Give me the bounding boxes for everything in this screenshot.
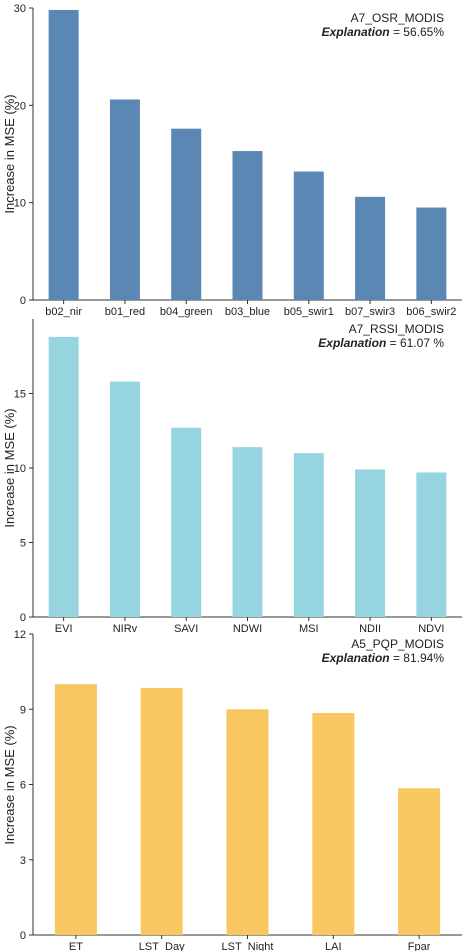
bar-evi <box>48 336 79 617</box>
x-tick-label: b05_swir1 <box>284 306 334 318</box>
explanation-value: = 56.65% <box>390 25 445 39</box>
explanation-value: = 61.07 % <box>386 336 444 350</box>
y-tick-label: 0 <box>20 930 26 942</box>
y-tick-label: 5 <box>20 538 26 550</box>
x-tick-label: NDVI <box>418 623 444 635</box>
y-axis-label: Increase in MSE (%) <box>2 725 17 844</box>
bar-b05-swir1 <box>293 171 324 300</box>
bar-msi <box>293 453 324 617</box>
y-tick-label: 0 <box>20 612 26 624</box>
bar-b04-green <box>171 128 202 300</box>
y-tick-label: 3 <box>20 855 26 867</box>
y-tick-label: 20 <box>14 100 26 112</box>
x-tick-label: MSI <box>299 623 319 635</box>
bar-b03-blue <box>232 151 263 300</box>
explanation-label: Explanation <box>322 651 390 665</box>
bar-savi <box>171 427 202 617</box>
y-tick-label: 10 <box>14 463 26 475</box>
y-tick-label: 30 <box>14 3 26 15</box>
x-tick-label: NDWI <box>233 623 262 635</box>
bar-fpar <box>398 788 441 935</box>
bar-lst-night <box>226 709 269 935</box>
bar-b07-swir3 <box>355 196 386 300</box>
x-tick-label: b06_swir2 <box>406 306 456 318</box>
x-tick-label: LST_Day <box>139 941 185 951</box>
y-axis-label: Increase in MSE (%) <box>2 94 17 213</box>
bar-ndwi <box>232 447 263 617</box>
explanation-text: Explanation = 81.94% <box>322 651 445 665</box>
y-tick-label: 9 <box>20 704 26 716</box>
y-tick-label: 15 <box>14 389 26 401</box>
x-tick-label: LST_Night <box>222 941 274 951</box>
explanation-text: Explanation = 56.65% <box>322 25 445 39</box>
x-tick-label: EVI <box>55 623 73 635</box>
x-tick-label: Fpar <box>408 941 431 951</box>
y-tick-label: 10 <box>14 198 26 210</box>
panel-title: A7_OSR_MODIS <box>351 11 444 25</box>
y-tick-label: 12 <box>14 629 26 641</box>
x-tick-label: SAVI <box>174 623 198 635</box>
x-tick-label: b02_nir <box>45 306 82 318</box>
explanation-value: = 81.94% <box>390 651 445 665</box>
x-tick-label: b01_red <box>105 306 145 318</box>
y-tick-label: 6 <box>20 780 26 792</box>
bar-lst-day <box>140 687 183 935</box>
explanation-label: Explanation <box>322 25 390 39</box>
bar-b06-swir2 <box>416 207 447 300</box>
x-tick-label: NIRv <box>113 623 138 635</box>
explanation-text: Explanation = 61.07 % <box>318 336 444 350</box>
x-tick-label: NDII <box>359 623 381 635</box>
x-tick-label: b03_blue <box>225 306 270 318</box>
x-tick-label: b07_swir3 <box>345 306 395 318</box>
bar-ndii <box>355 469 386 617</box>
x-tick-label: b04_green <box>160 306 213 318</box>
bar-ndvi <box>416 472 447 617</box>
x-tick-label: LAI <box>325 941 342 951</box>
bar-b01-red <box>109 99 140 300</box>
panel-title: A5_PQP_MODIS <box>351 637 444 651</box>
bar-nirv <box>109 381 140 617</box>
bar-et <box>54 684 97 935</box>
bar-lai <box>312 713 355 935</box>
x-tick-label: ET <box>69 941 83 951</box>
y-tick-label: 0 <box>20 295 26 307</box>
y-axis-label: Increase in MSE (%) <box>2 408 17 527</box>
panel-title: A7_RSSI_MODIS <box>349 322 444 336</box>
bar-b02-nir <box>48 9 79 301</box>
explanation-label: Explanation <box>318 336 386 350</box>
